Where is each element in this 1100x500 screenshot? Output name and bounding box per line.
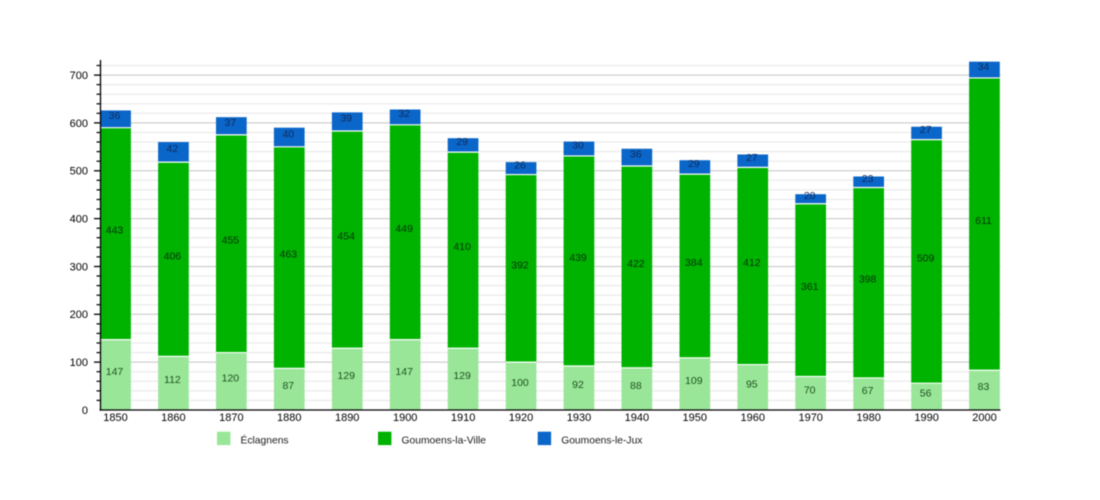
svg-text:36: 36	[630, 148, 642, 160]
svg-text:23: 23	[862, 173, 874, 185]
svg-text:109: 109	[685, 375, 703, 387]
svg-text:1900: 1900	[393, 412, 417, 424]
svg-text:422: 422	[627, 258, 645, 270]
svg-text:412: 412	[743, 257, 761, 269]
svg-text:361: 361	[801, 281, 819, 293]
svg-text:29: 29	[456, 136, 468, 148]
svg-text:1930: 1930	[567, 412, 591, 424]
svg-text:449: 449	[395, 223, 413, 235]
svg-text:30: 30	[572, 140, 584, 152]
svg-text:1950: 1950	[683, 412, 707, 424]
svg-text:443: 443	[106, 225, 124, 237]
svg-text:439: 439	[569, 252, 587, 264]
svg-text:83: 83	[978, 381, 990, 393]
svg-text:120: 120	[222, 372, 240, 384]
svg-text:40: 40	[282, 128, 294, 140]
svg-text:29: 29	[688, 158, 700, 170]
svg-text:27: 27	[746, 152, 758, 164]
svg-text:100: 100	[70, 357, 88, 369]
svg-text:300: 300	[70, 261, 88, 273]
svg-text:147: 147	[395, 366, 413, 378]
svg-text:0: 0	[82, 405, 88, 417]
svg-text:1890: 1890	[335, 412, 359, 424]
svg-text:392: 392	[511, 259, 529, 271]
svg-text:454: 454	[337, 231, 355, 243]
svg-text:1960: 1960	[741, 412, 765, 424]
svg-text:463: 463	[280, 249, 298, 261]
svg-text:92: 92	[572, 379, 584, 391]
svg-text:26: 26	[514, 159, 526, 171]
svg-text:200: 200	[70, 309, 88, 321]
svg-text:1980: 1980	[856, 412, 880, 424]
svg-text:20: 20	[804, 190, 816, 202]
svg-text:Éclagnens: Éclagnens	[241, 434, 289, 447]
svg-text:27: 27	[920, 124, 932, 136]
svg-text:1990: 1990	[914, 412, 938, 424]
svg-text:37: 37	[225, 117, 237, 129]
svg-text:600: 600	[70, 118, 88, 130]
svg-text:Goumoens-la-Ville: Goumoens-la-Ville	[402, 436, 487, 447]
svg-text:398: 398	[859, 274, 877, 286]
svg-text:2000: 2000	[972, 412, 996, 424]
svg-text:500: 500	[70, 166, 88, 178]
svg-text:32: 32	[398, 108, 410, 120]
svg-text:1970: 1970	[798, 412, 822, 424]
svg-text:100: 100	[511, 377, 529, 389]
svg-text:1880: 1880	[277, 412, 301, 424]
svg-text:384: 384	[685, 257, 703, 269]
svg-text:56: 56	[920, 388, 932, 400]
svg-text:406: 406	[164, 250, 182, 262]
svg-text:410: 410	[453, 241, 471, 253]
svg-text:34: 34	[978, 61, 990, 73]
svg-text:700: 700	[70, 70, 88, 82]
svg-text:39: 39	[340, 113, 352, 125]
svg-text:95: 95	[746, 378, 758, 390]
svg-text:Goumoens-le-Jux: Goumoens-le-Jux	[561, 436, 643, 447]
svg-text:509: 509	[917, 252, 935, 264]
svg-text:611: 611	[975, 215, 992, 227]
svg-text:455: 455	[222, 235, 240, 247]
svg-text:400: 400	[70, 214, 88, 226]
svg-text:1860: 1860	[161, 412, 185, 424]
svg-text:129: 129	[453, 370, 471, 382]
svg-text:42: 42	[167, 143, 179, 155]
svg-text:129: 129	[337, 370, 355, 382]
svg-text:67: 67	[862, 385, 874, 397]
svg-text:1870: 1870	[219, 412, 243, 424]
svg-text:36: 36	[109, 110, 121, 122]
svg-text:1940: 1940	[625, 412, 649, 424]
svg-text:88: 88	[630, 380, 642, 392]
svg-text:1920: 1920	[509, 412, 533, 424]
svg-text:70: 70	[804, 384, 816, 396]
svg-text:1910: 1910	[451, 412, 475, 424]
svg-text:112: 112	[164, 374, 181, 386]
svg-text:1850: 1850	[103, 412, 127, 424]
svg-text:87: 87	[282, 380, 294, 392]
svg-text:147: 147	[106, 366, 124, 378]
